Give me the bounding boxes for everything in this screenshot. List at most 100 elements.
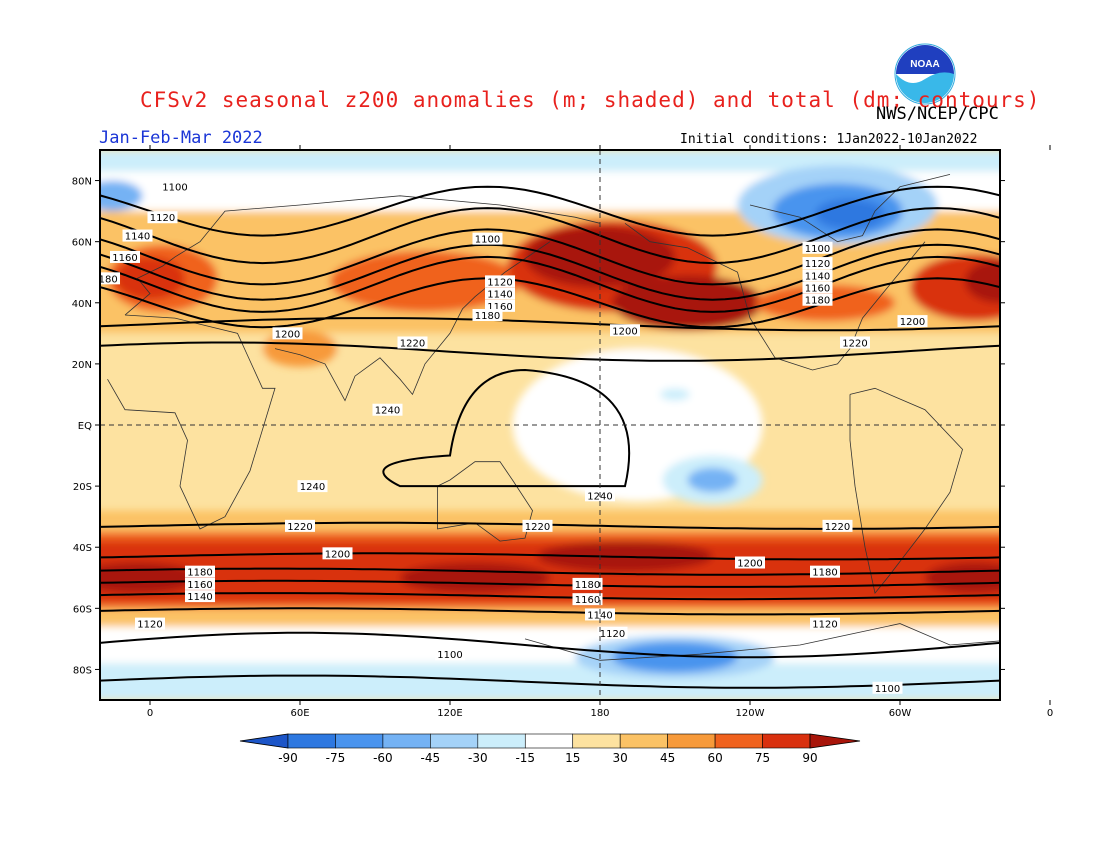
contour-label-8: 1160 bbox=[487, 302, 512, 313]
contour-label-bg-10 bbox=[272, 327, 303, 340]
contour-label-1: 1120 bbox=[150, 213, 175, 224]
contour-label-32: 1180 bbox=[575, 580, 600, 591]
contour-nh-2 bbox=[100, 228, 1000, 286]
contour-label-9: 1180 bbox=[475, 311, 500, 322]
contour-nh-6 bbox=[100, 317, 1000, 332]
period-label: Jan-Feb-Mar 2022 bbox=[99, 128, 263, 148]
contour-label-23: 1220 bbox=[525, 522, 550, 533]
contour-label-36: 1180 bbox=[812, 568, 837, 579]
contour-label-34: 1140 bbox=[587, 610, 612, 621]
lat-label-4: EQ bbox=[78, 421, 92, 432]
map-field: 1100112011401160118011001120114011601180… bbox=[100, 150, 1000, 700]
contour-label-35: 1120 bbox=[600, 629, 625, 640]
low-canada-core bbox=[815, 198, 885, 230]
contour-label-bg-36 bbox=[810, 565, 840, 578]
coastline-4 bbox=[624, 222, 926, 371]
contour-label-bg-11 bbox=[397, 336, 428, 349]
contour-label-bg-37 bbox=[810, 617, 840, 630]
small-low-cyan bbox=[660, 388, 690, 401]
contour-label-24: 1220 bbox=[287, 522, 312, 533]
colorbar-label-10: 75 bbox=[755, 751, 770, 765]
high-arabia bbox=[262, 330, 338, 367]
colorbar-box-6 bbox=[572, 733, 621, 749]
antarctic-cyan-band bbox=[100, 663, 1000, 700]
coastline-6 bbox=[749, 174, 951, 243]
contour-label-28: 1180 bbox=[187, 568, 212, 579]
contour-sh-6 bbox=[100, 631, 1000, 659]
lon-label-3: 180 bbox=[590, 708, 609, 719]
contour-sh-7 bbox=[100, 674, 1000, 689]
contour-label-0: 1100 bbox=[162, 183, 187, 194]
contour-label-37: 1120 bbox=[812, 620, 837, 631]
contour-label-bg-1 bbox=[147, 211, 178, 224]
lon-label-5: 60W bbox=[889, 708, 912, 719]
lat-label-8: 80S bbox=[73, 665, 92, 676]
contour-label-bg-2 bbox=[122, 229, 153, 242]
colorbar-label-2: -60 bbox=[373, 751, 393, 765]
colorbar-box-0 bbox=[287, 733, 336, 749]
coastline-3 bbox=[437, 461, 533, 542]
colorbar-box-8 bbox=[667, 733, 716, 749]
colorbar-label-3: -45 bbox=[421, 751, 441, 765]
high-europe-core bbox=[115, 256, 185, 300]
contour-label-16: 1180 bbox=[805, 296, 830, 307]
contour-sh-1 bbox=[100, 552, 1000, 561]
colorbar-label-8: 45 bbox=[660, 751, 675, 765]
colorbar-box-1 bbox=[335, 733, 384, 749]
contour-label-bg-12 bbox=[802, 241, 833, 254]
contour-label-19: 1200 bbox=[900, 317, 925, 328]
contour-labels: 1100112011401160118011001120114011601180… bbox=[100, 180, 928, 695]
contour-label-bg-21 bbox=[297, 480, 328, 493]
contour-label-bg-14 bbox=[802, 269, 833, 282]
contour-label-bg-16 bbox=[802, 293, 833, 306]
contour-label-2: 1140 bbox=[125, 232, 150, 243]
lon-label-4: 120W bbox=[736, 708, 765, 719]
contour-label-bg-8 bbox=[485, 299, 515, 312]
colorbar-label-11: 90 bbox=[802, 751, 817, 765]
contour-label-bg-32 bbox=[572, 577, 603, 590]
contour-label-bg-23 bbox=[522, 519, 553, 532]
contour-sh-5 bbox=[100, 607, 1000, 616]
contour-label-15: 1160 bbox=[805, 284, 830, 295]
colorbar-box-7 bbox=[619, 733, 668, 749]
contour-label-bg-38 bbox=[435, 648, 465, 661]
contour-label-bg-13 bbox=[802, 257, 833, 270]
contour-label-17: 1200 bbox=[612, 326, 637, 337]
colorbar: -90 -75 -60 -45 -30 -15 15 30 45 60 75 90 bbox=[239, 733, 861, 765]
contour-sh-2 bbox=[100, 567, 1000, 576]
contour-label-5: 1100 bbox=[475, 235, 500, 246]
contour-label-39: 1100 bbox=[875, 684, 900, 695]
colorbar-label-4: -30 bbox=[468, 751, 488, 765]
colorbar-label-0: -90 bbox=[278, 751, 298, 765]
contour-label-bg-33 bbox=[572, 593, 603, 606]
contour-label-bg-6 bbox=[485, 275, 515, 288]
colorbar-box-9 bbox=[714, 733, 763, 749]
colorbar-label-6: 15 bbox=[565, 751, 580, 765]
lat-label-0: 80N bbox=[72, 177, 92, 188]
coastline-5 bbox=[849, 387, 963, 594]
colorbar-label-5: -15 bbox=[515, 751, 535, 765]
lat-label-5: 20S bbox=[73, 482, 92, 493]
high-sw-atlantic-core bbox=[925, 562, 1000, 594]
lon-label-6: 0 bbox=[1047, 708, 1053, 719]
colorbar-right-arrow bbox=[809, 733, 861, 749]
contour-label-6: 1120 bbox=[487, 277, 512, 288]
contour-label-13: 1120 bbox=[805, 259, 830, 270]
contour-label-14: 1140 bbox=[805, 271, 830, 282]
contour-sh-3 bbox=[100, 579, 1000, 588]
high-south-indian-core bbox=[400, 562, 550, 594]
colorbar-box-10 bbox=[762, 733, 811, 749]
contour-label-bg-28 bbox=[185, 565, 215, 578]
contour-label-bg-15 bbox=[802, 281, 833, 294]
contour-label-bg-3 bbox=[110, 250, 140, 263]
chart-title: CFSv2 seasonal z200 anomalies (m; shaded… bbox=[140, 88, 1041, 112]
contour-label-bg-7 bbox=[485, 287, 515, 300]
contour-sh-4 bbox=[100, 592, 1000, 601]
contour-label-bg-30 bbox=[185, 590, 215, 603]
lon-label-0: 0 bbox=[147, 708, 153, 719]
contour-nh-7 bbox=[100, 341, 1000, 362]
contour-label-20: 1240 bbox=[375, 406, 400, 417]
contour-label-bg-0 bbox=[160, 180, 190, 193]
contour-label-29: 1160 bbox=[187, 580, 212, 591]
